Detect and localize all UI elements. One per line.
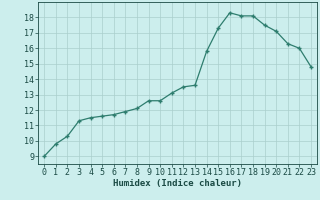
X-axis label: Humidex (Indice chaleur): Humidex (Indice chaleur) [113,179,242,188]
